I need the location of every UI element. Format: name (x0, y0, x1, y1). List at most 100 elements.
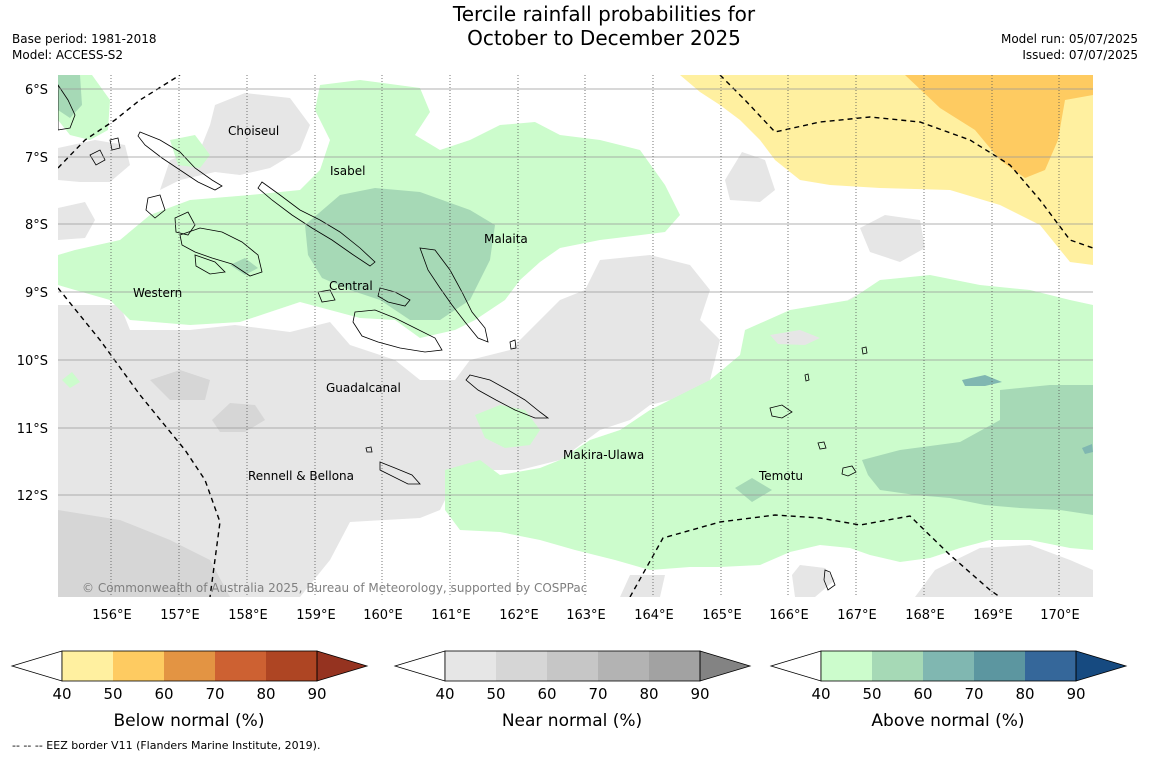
colorbar-lower-extend (10, 650, 63, 682)
lat-label: 6°S (25, 83, 48, 98)
colorbar-tick: 90 (307, 685, 326, 703)
latitude-gridlines (58, 88, 1093, 496)
colorbar-swatch (1025, 651, 1076, 681)
near-normal-area-s (620, 575, 665, 597)
small-island-1 (109, 137, 121, 151)
probability-field (58, 75, 1093, 597)
near-normal-50-patch-1 (212, 403, 265, 432)
colorbar-tick: 90 (690, 685, 709, 703)
colorbar-above-normal: 40 50 60 70 80 90 Above normal (%) (769, 650, 1128, 731)
lon-label: 156°E (92, 608, 132, 623)
title-line-2: October to December 2025 (467, 26, 741, 50)
lon-label: 165°E (702, 608, 742, 623)
small-island-2 (804, 373, 810, 382)
issued-date: Issued: 07/07/2025 (1022, 48, 1138, 62)
russell-islands (317, 289, 336, 303)
western-island-3 (145, 194, 166, 219)
santa-cruz-island (769, 404, 793, 419)
above-normal-50-area-malaita (305, 188, 495, 320)
colorbar-swatch (496, 651, 547, 681)
colorbar-tick: 80 (1015, 685, 1034, 703)
eez-border-se (629, 514, 1001, 597)
colorbar-label: Near normal (%) (502, 711, 642, 731)
colorbar-swatch (164, 651, 215, 681)
western-island-2 (174, 211, 196, 236)
province-label-rennell-bellona: Rennell & Bellona (248, 469, 354, 483)
copyright-notice: © Commonwealth of Australia 2025, Bureau… (82, 581, 587, 595)
above-normal-area-choiseul (170, 135, 210, 168)
near-normal-50-patch-2 (58, 510, 230, 597)
colorbar-swatch (445, 651, 496, 681)
province-label-malaita: Malaita (484, 232, 528, 246)
colorbar-tick: 50 (862, 685, 881, 703)
province-label-makira-ulawa: Makira-Ulawa (563, 448, 644, 462)
near-normal-area-west (58, 255, 720, 597)
lon-label: 163°E (566, 608, 606, 623)
colorbar-swatch (547, 651, 598, 681)
map-title: Tercile rainfall probabilities for Octob… (354, 2, 854, 50)
lat-label: 8°S (25, 218, 48, 233)
near-normal-area-east4 (770, 330, 820, 345)
guadalcanal-island (352, 309, 443, 353)
above-normal-area-guadalcanal (475, 405, 540, 448)
eez-footnote: -- -- -- EEZ border V11 (Flanders Marine… (12, 739, 321, 752)
latitude-labels: 6°S 7°S 8°S 9°S 10°S 11°S 12°S (17, 83, 48, 504)
colorbar-tick: 40 (435, 685, 454, 703)
near-normal-area-se (915, 545, 1093, 597)
colorbar-lower-extend (393, 650, 446, 682)
bellona-island (365, 446, 373, 453)
lon-label: 158°E (228, 608, 268, 623)
colorbar-swatch (598, 651, 649, 681)
colorbar-swatch (974, 651, 1025, 681)
eez-border-nw (58, 75, 181, 169)
isabel-island (257, 181, 376, 267)
longitude-gridlines (110, 75, 1060, 597)
lon-label: 169°E (973, 608, 1013, 623)
colorbar-swatch (215, 651, 266, 681)
lon-label: 166°E (769, 608, 809, 623)
ulawa-island (509, 339, 517, 350)
title-line-1: Tercile rainfall probabilities for (452, 2, 756, 26)
colorbar-swatch (923, 651, 974, 681)
colorbar-tick: 80 (639, 685, 658, 703)
near-normal-area-east2 (860, 215, 925, 262)
eez-border-sw (58, 287, 221, 597)
above-normal-50-area-temotu (862, 385, 1093, 515)
province-label-guadalcanal: Guadalcanal (326, 381, 401, 395)
colorbar-label: Below normal (%) (114, 711, 265, 731)
lon-label: 159°E (296, 608, 336, 623)
colorbar-near-normal: 40 50 60 70 80 90 Near normal (%) (393, 650, 752, 731)
above-normal-50-area-nw (58, 75, 82, 118)
model-run-date: Model run: 05/07/2025 (1000, 32, 1138, 46)
small-island-4 (861, 346, 868, 355)
colorbar-lower-extend (769, 650, 822, 682)
province-label-isabel: Isabel (330, 164, 365, 178)
colorbar-tick: 60 (913, 685, 932, 703)
lat-label: 9°S (25, 286, 48, 301)
colorbar-upper-extend (316, 650, 369, 682)
near-normal-area-w2 (58, 202, 95, 240)
model-info: Base period: 1981-2018 Model: ACCESS-S2 (12, 31, 157, 63)
province-label-western: Western (133, 286, 182, 300)
lat-label: 11°S (17, 422, 48, 437)
colorbar-legends: 40 50 60 70 80 90 Below normal (%) 40 50… (10, 650, 1128, 731)
above-normal-60-area-2 (1082, 444, 1093, 454)
colorbar-tick: 60 (154, 685, 173, 703)
near-normal-50-patch-3 (150, 370, 210, 400)
colorbar-tick: 90 (1066, 685, 1085, 703)
small-island-3 (823, 569, 836, 591)
colorbar-swatch (113, 651, 164, 681)
above-normal-60-area (962, 375, 1002, 386)
colorbar-swatch (266, 651, 317, 681)
western-island-4 (194, 254, 226, 275)
colorbar-tick: 70 (964, 685, 983, 703)
lon-label: 170°E (1040, 608, 1080, 623)
above-normal-50-area-small2 (230, 258, 258, 275)
near-normal-area-east1 (725, 152, 775, 202)
colorbar-swatch (649, 651, 700, 681)
lon-label: 162°E (499, 608, 539, 623)
colorbar-tick: 50 (103, 685, 122, 703)
below-normal-50-area (905, 75, 1093, 178)
above-normal-area-w3 (62, 372, 80, 388)
